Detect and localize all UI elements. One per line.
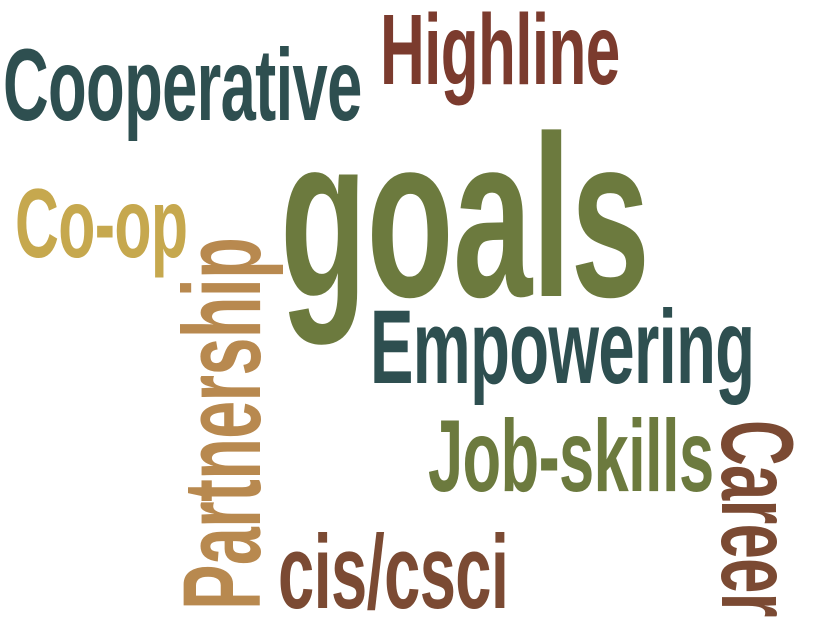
- word-highline: Highline: [380, 0, 620, 106]
- word-empowering: Empowering: [370, 289, 755, 406]
- word-co-op: Co-op: [15, 168, 188, 278]
- word-cis-csci: cis/csci: [278, 514, 509, 631]
- word-career: Career: [700, 420, 814, 617]
- word-partnership: Partnership: [161, 237, 284, 611]
- word-cooperative: Cooperative: [3, 28, 362, 142]
- word-job-skills: Job-skills: [428, 399, 714, 513]
- word-goals: goals: [280, 88, 650, 345]
